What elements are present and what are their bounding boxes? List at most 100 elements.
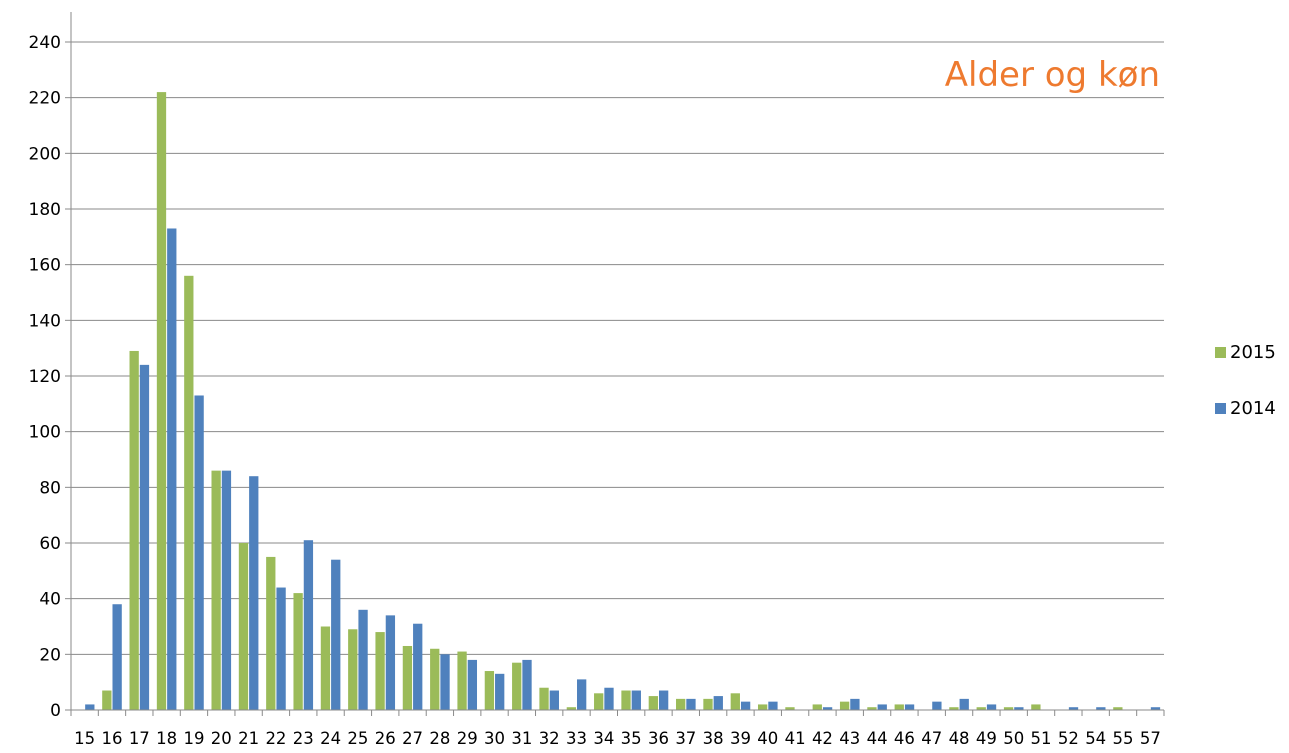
bar-2014-39 [740,701,751,710]
x-tick-label: 18 [156,729,177,748]
legend-label-2015: 2015 [1230,342,1276,363]
x-tick-label: 43 [839,729,860,748]
x-tick-label: 19 [183,729,204,748]
bar-2015-41 [785,707,795,710]
x-tick-label: 51 [1031,729,1052,748]
bar-2014-15 [85,704,95,710]
x-tick-label: 37 [675,729,696,748]
bar-2015-29 [457,651,467,710]
x-tick-label: 49 [976,729,997,748]
bar-2014-16 [112,604,122,710]
x-tick-label: 30 [484,729,505,748]
x-tick-label: 36 [648,729,669,748]
x-tick-label: 31 [511,729,532,748]
bar-2014-46 [904,704,915,710]
x-tick-label: 24 [320,729,341,748]
x-tick-label: 47 [921,729,942,748]
x-tick-label: 27 [402,729,423,748]
x-tick-label: 32 [539,729,560,748]
bar-2015-26 [375,632,385,710]
bar-2015-38 [703,698,713,710]
bar-2015-34 [594,693,604,710]
bar-2015-39 [730,693,740,710]
bar-2015-25 [348,629,358,710]
bar-2014-35 [631,690,641,710]
x-tick-label: 48 [949,729,970,748]
x-tick-label: 15 [74,729,95,748]
legend-swatch-2014 [1215,403,1226,414]
x-tick-label: 55 [1113,729,1134,748]
bar-2014-43 [850,698,860,710]
y-tick-label: 40 [39,590,61,610]
bar-2014-48 [959,698,969,710]
x-tick-label: 54 [1085,729,1106,748]
x-tick-label: 42 [812,729,833,748]
y-tick-label: 80 [39,478,61,498]
bar-2014-26 [385,615,396,710]
bar-2015-17 [129,350,139,710]
bar-2015-20 [211,470,221,710]
axes [70,12,1164,716]
x-tick-label: 28 [429,729,450,748]
x-tick-label: 25 [347,729,368,748]
bar-2014-33 [577,679,587,710]
bar-2014-18 [167,228,177,710]
bar-2014-32 [549,690,559,710]
bar-2015-42 [812,704,822,710]
bar-2015-24 [320,626,331,710]
grid-lines [71,41,1164,711]
bar-2015-44 [867,707,877,710]
x-tick-label: 57 [1140,729,1161,748]
x-tick-label: 23 [293,729,314,748]
bar-2014-24 [331,559,341,710]
legend-swatch-2015 [1215,347,1226,358]
x-tick-label: 34 [593,729,614,748]
x-tick-label: 21 [238,729,259,748]
bar-2015-36 [648,696,658,710]
y-tick-label: 100 [29,423,61,443]
bar-2015-43 [839,701,850,710]
x-tick-label: 26 [375,729,396,748]
bar-2014-23 [303,540,314,710]
bar-2015-18 [156,92,167,711]
x-tick-label: 44 [867,729,888,748]
y-tick-label: 240 [29,33,61,53]
bar-2014-57 [1150,707,1161,710]
bar-2014-19 [194,395,204,710]
bar-2015-51 [1031,704,1041,710]
bar-2015-16 [102,690,112,710]
bar-2014-34 [604,687,614,710]
y-tick-label: 20 [39,645,61,665]
bar-2014-44 [877,704,887,710]
bar-2014-27 [413,623,423,710]
bar-2014-31 [522,659,532,710]
y-tick-label: 180 [29,200,61,220]
x-tick-label: 35 [621,729,642,748]
bar-2014-17 [139,364,150,710]
bar-2015-48 [949,707,959,710]
bar-2014-28 [440,654,450,710]
x-axis-ticks: 15 16 17 18 19 20 21 22 23 24 25 26 27 28 29 30 31 32 33 34… [70,710,1165,748]
bar-2014-29 [467,659,478,710]
bar-2014-21 [249,476,259,710]
bar-2015-23 [293,593,303,710]
bar-2014-38 [713,696,723,710]
bar-2015-19 [184,275,194,710]
bar-2015-30 [484,671,495,710]
y-tick-label: 140 [29,311,61,331]
bar-2015-33 [566,707,577,710]
x-tick-label: 16 [101,729,122,748]
y-tick-label: 220 [29,89,61,109]
bar-2015-50 [1003,707,1014,710]
bar-2015-37 [676,698,686,710]
bar-2015-21 [238,543,249,710]
x-tick-label: 38 [703,729,724,748]
x-tick-label: 52 [1058,729,1079,748]
bar-2015-27 [402,645,413,710]
chart-title: Alder og køn [945,55,1160,95]
bar-2015-22 [266,556,276,710]
bar-2014-54 [1096,707,1106,710]
bar-2014-42 [822,707,833,710]
bar-2015-55 [1113,707,1123,710]
